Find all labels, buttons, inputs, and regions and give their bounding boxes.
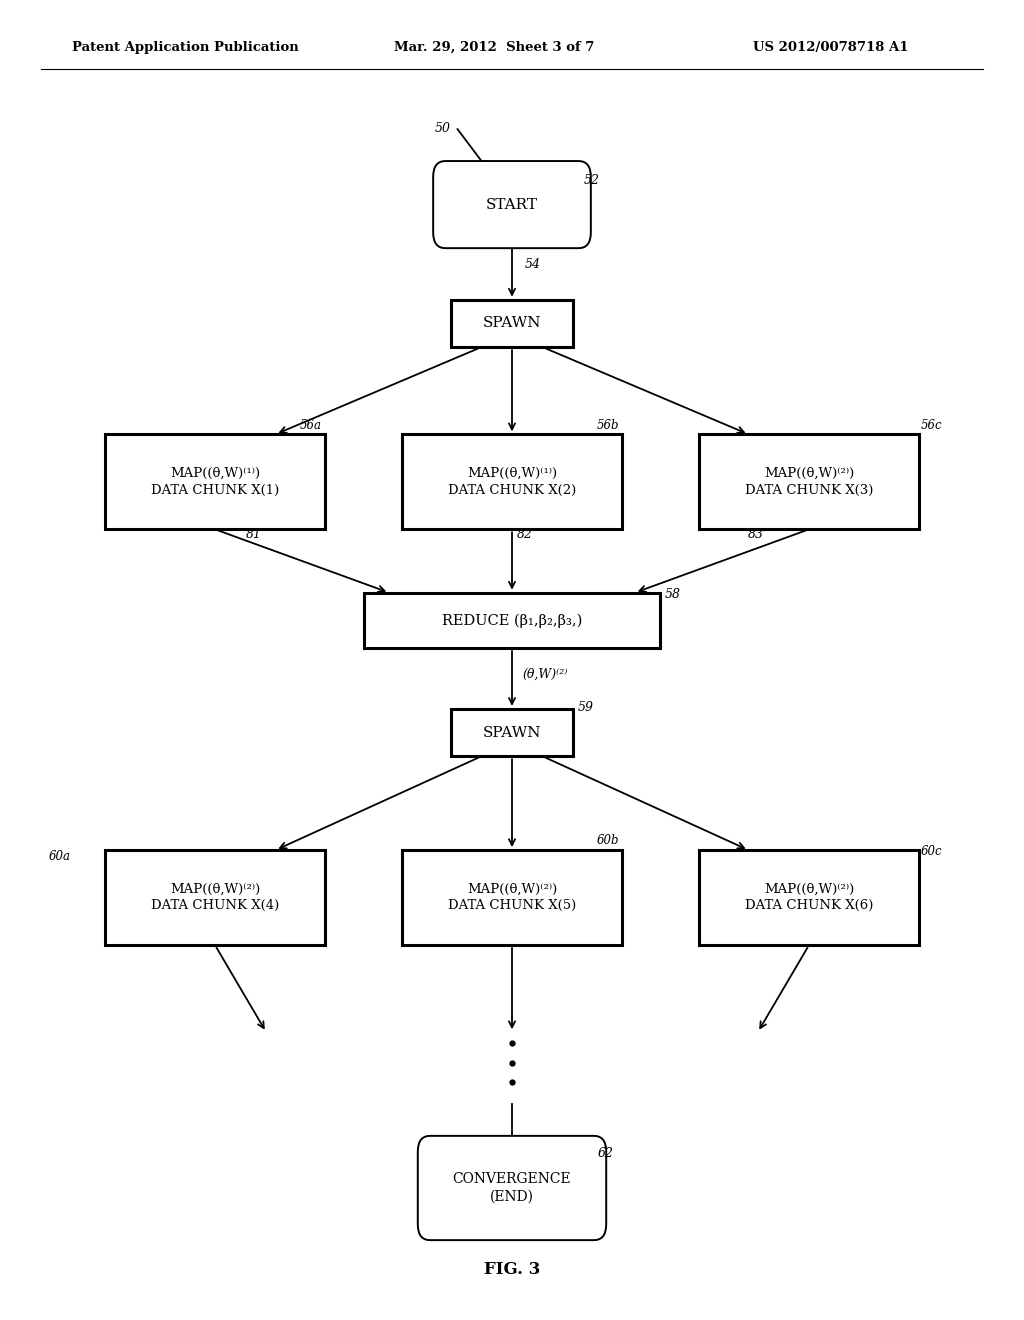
Text: 82: 82 bbox=[517, 528, 534, 541]
Text: 54: 54 bbox=[524, 259, 541, 272]
Text: 56b: 56b bbox=[596, 418, 618, 432]
Text: MAP((θ,W)⁽¹⁾)
DATA CHUNK X(1): MAP((θ,W)⁽¹⁾) DATA CHUNK X(1) bbox=[151, 467, 280, 496]
Text: 60a: 60a bbox=[48, 850, 71, 863]
Text: 58: 58 bbox=[665, 587, 681, 601]
Text: 62: 62 bbox=[598, 1147, 614, 1160]
Text: 50: 50 bbox=[435, 121, 452, 135]
Text: START: START bbox=[486, 198, 538, 211]
Text: SPAWN: SPAWN bbox=[482, 317, 542, 330]
Text: Patent Application Publication: Patent Application Publication bbox=[72, 41, 298, 54]
Text: 56c: 56c bbox=[922, 418, 943, 432]
FancyBboxPatch shape bbox=[433, 161, 591, 248]
Text: 81: 81 bbox=[246, 528, 262, 541]
Text: MAP((θ,W)⁽²⁾)
DATA CHUNK X(4): MAP((θ,W)⁽²⁾) DATA CHUNK X(4) bbox=[151, 883, 280, 912]
Text: MAP((θ,W)⁽¹⁾)
DATA CHUNK X(2): MAP((θ,W)⁽¹⁾) DATA CHUNK X(2) bbox=[447, 467, 577, 496]
Text: US 2012/0078718 A1: US 2012/0078718 A1 bbox=[753, 41, 908, 54]
Bar bbox=[364, 593, 660, 648]
Bar bbox=[401, 850, 623, 945]
Text: SPAWN: SPAWN bbox=[482, 726, 542, 739]
Text: CONVERGENCE
(END): CONVERGENCE (END) bbox=[453, 1172, 571, 1204]
Bar bbox=[104, 850, 326, 945]
Bar bbox=[104, 434, 326, 529]
Bar bbox=[451, 709, 573, 756]
Text: MAP((θ,W)⁽²⁾)
DATA CHUNK X(6): MAP((θ,W)⁽²⁾) DATA CHUNK X(6) bbox=[744, 883, 873, 912]
Bar bbox=[401, 434, 623, 529]
Text: 60b: 60b bbox=[596, 834, 618, 847]
Bar bbox=[698, 850, 920, 945]
Text: MAP((θ,W)⁽²⁾)
DATA CHUNK X(5): MAP((θ,W)⁽²⁾) DATA CHUNK X(5) bbox=[447, 883, 577, 912]
Text: 60c: 60c bbox=[922, 845, 943, 858]
Text: REDUCE (β₁,β₂,β₃,): REDUCE (β₁,β₂,β₃,) bbox=[441, 614, 583, 627]
Text: (θ,W)⁽²⁾: (θ,W)⁽²⁾ bbox=[522, 668, 567, 681]
Bar bbox=[698, 434, 920, 529]
Text: MAP((θ,W)⁽²⁾)
DATA CHUNK X(3): MAP((θ,W)⁽²⁾) DATA CHUNK X(3) bbox=[744, 467, 873, 496]
Text: FIG. 3: FIG. 3 bbox=[483, 1262, 541, 1278]
FancyBboxPatch shape bbox=[418, 1135, 606, 1241]
Text: 56a: 56a bbox=[299, 418, 322, 432]
Text: 83: 83 bbox=[748, 528, 764, 541]
Text: 52: 52 bbox=[584, 174, 600, 187]
Text: Mar. 29, 2012  Sheet 3 of 7: Mar. 29, 2012 Sheet 3 of 7 bbox=[394, 41, 595, 54]
Text: 59: 59 bbox=[578, 701, 594, 714]
Bar bbox=[451, 300, 573, 347]
